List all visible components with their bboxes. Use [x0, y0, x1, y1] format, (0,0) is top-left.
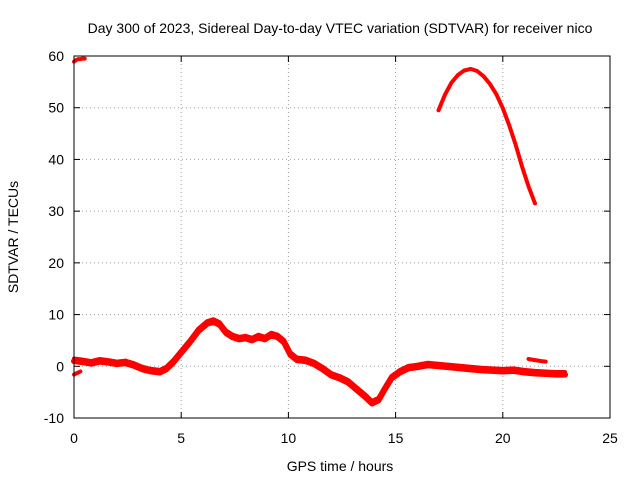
x-tick-label: 25	[602, 430, 618, 446]
y-tick-label: 30	[48, 203, 64, 219]
y-tick-label: -10	[44, 410, 64, 426]
series-main-trace-band	[72, 317, 567, 403]
y-tick-label: 60	[48, 48, 64, 64]
data-traces	[71, 56, 568, 407]
x-axis-label: GPS time / hours	[287, 458, 394, 474]
series-late-blip	[526, 357, 548, 364]
axis-ticks	[73, 55, 611, 419]
grid-lines	[74, 56, 610, 418]
series-late-arc	[436, 66, 537, 206]
series-main-trace	[71, 318, 568, 407]
series-early-high	[72, 56, 87, 64]
y-axis-label: SDTVAR / TECUs	[5, 181, 21, 293]
y-tick-label: 20	[48, 255, 64, 271]
y-tick-label: 40	[48, 151, 64, 167]
y-tick-label: 10	[48, 307, 64, 323]
x-tick-label: 0	[70, 430, 78, 446]
y-tick-label: 0	[56, 358, 64, 374]
plot-frame	[73, 55, 611, 419]
x-tick-label: 20	[495, 430, 511, 446]
x-tick-label: 15	[388, 430, 404, 446]
tick-labels: 0 5 10 15 20 25 -10 0 10 20 30 40 50 60	[44, 48, 618, 446]
chart-title: Day 300 of 2023, Sidereal Day-to-day VTE…	[88, 20, 593, 36]
x-tick-label: 5	[177, 430, 185, 446]
y-tick-label: 50	[48, 100, 64, 116]
series-early-low	[72, 369, 83, 377]
x-tick-label: 10	[281, 430, 297, 446]
